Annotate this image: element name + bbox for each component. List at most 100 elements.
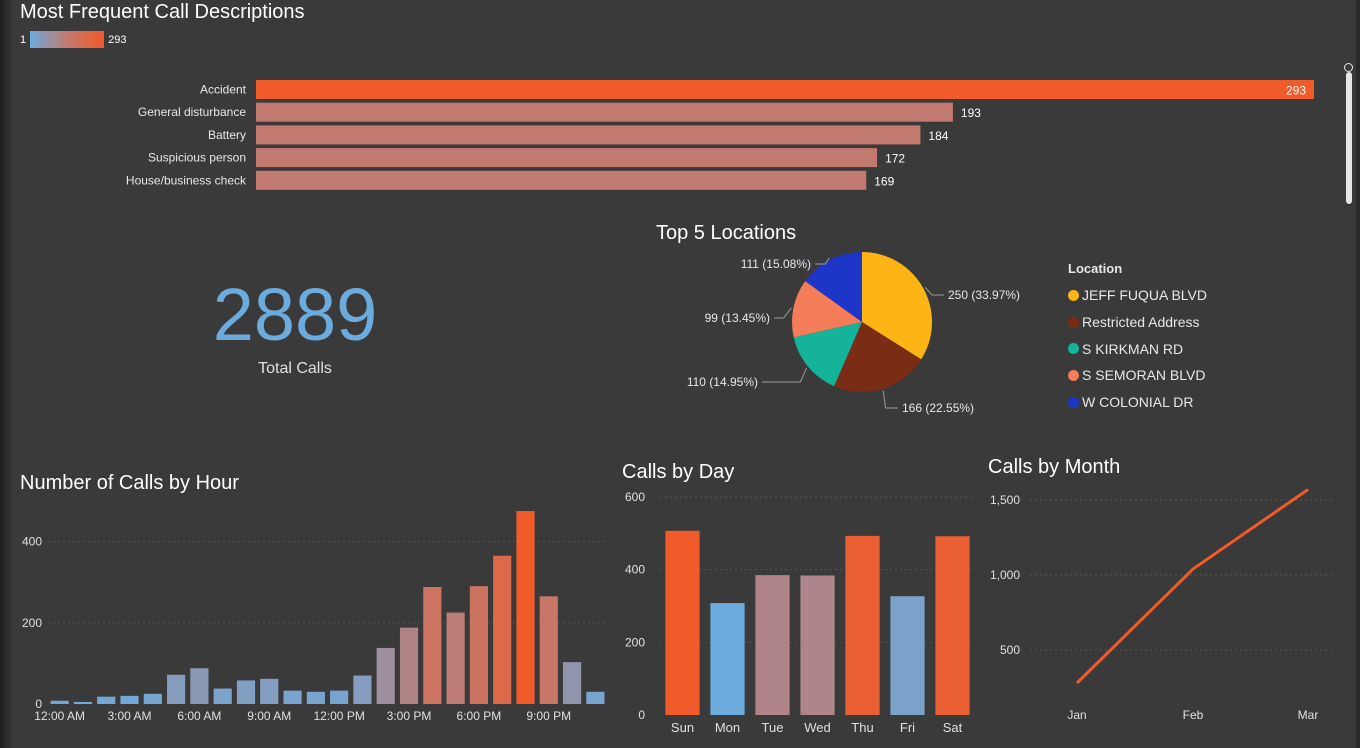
y-tick-label: 500 [1000,643,1020,657]
x-tick-label: Tue [762,720,784,735]
day-bar [890,596,925,715]
y-tick-label: 0 [638,708,645,722]
legend-item[interactable]: JEFF FUQUA BLVD [1068,282,1207,309]
x-tick-label: Mar [1298,708,1319,722]
hour-chart-title: Number of Calls by Hour [20,472,239,494]
y-tick-label: 200 [625,635,645,649]
pie-data-label: 111 (15.08%) [741,257,811,271]
scroll-up-handle[interactable] [1344,63,1353,72]
y-tick-label: 400 [625,563,645,577]
legend-dot-icon [1068,316,1079,328]
x-tick-label: 9:00 PM [526,709,571,723]
pie-slice [792,281,862,338]
pie-leader-line [924,286,944,296]
x-tick-label: 12:00 PM [313,709,364,723]
x-tick-label: 3:00 PM [387,709,432,723]
day-bar [665,530,700,715]
legend-dot-icon [1068,343,1079,355]
hour-bar [539,596,558,704]
pie-leader-line [774,307,792,319]
description-label: Suspicious person [148,151,246,165]
legend-label: S SEMORAN BLVD [1082,367,1206,384]
pie-slice [805,252,862,322]
x-tick-label: Fri [900,720,915,735]
total-calls-label: Total Calls [258,360,332,377]
location-legend-title: Location [1068,261,1123,276]
description-label: House/business check [126,173,247,187]
x-tick-label: Thu [851,720,873,735]
legend-label: W COLONIAL DR [1082,394,1194,411]
descriptions-bar-chart: Accident 293 General disturbance 193 Battery… [126,80,1314,190]
y-tick-label: 0 [35,697,42,711]
hour-bar [562,662,582,704]
x-tick-label: 6:00 AM [177,709,221,723]
window-left-shadow [0,0,13,748]
description-label: Battery [208,128,246,142]
x-tick-label: 12:00 AM [34,709,85,723]
pie-leader-line [882,390,898,409]
hour-bar [73,701,93,704]
locations-title: Top 5 Locations [656,222,797,244]
legend-item[interactable]: Restricted Address [1068,309,1207,336]
y-tick-label: 600 [625,490,645,504]
hour-bar [399,627,419,704]
x-tick-label: 6:00 PM [457,709,502,723]
month-chart-title: Calls by Month [988,456,1121,478]
scrollbar-thumb[interactable] [1346,72,1352,204]
pie-data-label: 166 (22.55%) [902,401,974,415]
x-tick-label: Jan [1067,708,1086,722]
day-bar [800,575,835,715]
hour-bar-chart: 0 200 400 12:00 AM 3:00 AM 6:00 AM 9:00 AM 12:0… [22,511,607,723]
hour-bar [143,693,162,704]
hour-bar [446,612,465,704]
month-line [1075,488,1309,685]
y-tick-label: 1,000 [990,568,1020,582]
pie-data-label: 110 (14.95%) [687,375,758,389]
y-tick-label: 200 [22,616,42,630]
hour-bar [236,680,256,704]
hour-bar [50,700,69,704]
description-bar [256,148,878,168]
description-value: 172 [885,152,905,166]
color-scale-legend: 1 293 [20,31,126,48]
hour-bar [283,690,302,704]
description-bar [256,125,921,145]
x-tick-label: Feb [1183,708,1204,722]
legend-min: 1 [20,33,27,46]
legend-dot-icon [1068,396,1079,408]
locations-pie-chart: 250 (33.97%) 166 (22.55%) 110 (14.95%) 99 (… [687,252,1020,415]
description-value: 184 [928,129,948,143]
hour-bar [353,675,372,704]
day-bar [935,536,970,715]
hour-bar [376,647,395,704]
description-label: Accident [200,83,247,97]
hour-bar [120,695,139,704]
hour-bar [260,678,279,704]
x-tick-label: Sun [671,720,694,735]
legend-item[interactable]: S KIRKMAN RD [1068,335,1207,362]
description-bar [256,170,867,190]
y-tick-label: 400 [22,535,42,549]
legend-max: 293 [108,33,127,46]
month-line-chart: 500 1,000 1,500 Jan Feb Mar [990,488,1335,722]
window-right-edge [1356,0,1360,748]
description-value: 293 [1286,84,1306,98]
day-bar [845,535,880,715]
legend-dot-icon [1068,289,1079,301]
hour-bar [190,668,209,704]
hour-bar [586,691,605,704]
legend-item[interactable]: W COLONIAL DR [1068,389,1207,416]
day-bar [710,603,745,715]
legend-gradient [30,31,105,48]
legend-dot-icon [1068,369,1079,381]
location-legend: Location JEFF FUQUA BLVD Restricted Addre… [1068,261,1207,415]
description-bar [256,80,1314,99]
pie-data-label: 250 (33.97%) [948,288,1020,302]
pie-leader-line [762,367,807,383]
day-chart-title: Calls by Day [622,461,735,483]
hour-bar [469,586,488,704]
x-tick-label: Sat [943,720,963,735]
pie-slice [862,252,932,360]
hour-bar [213,688,232,704]
legend-item[interactable]: S SEMORAN BLVD [1068,362,1207,389]
